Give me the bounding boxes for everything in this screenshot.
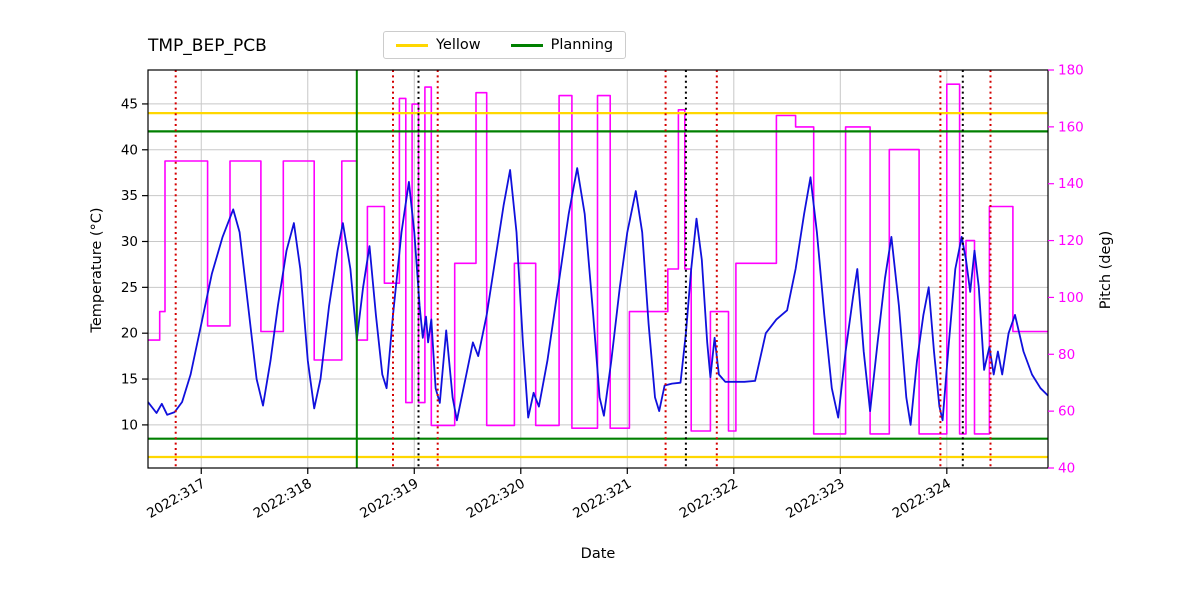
- y-tick-label-right: 60: [1058, 404, 1075, 420]
- legend: Yellow Planning: [383, 31, 627, 59]
- y-tick-label-right: 120: [1058, 233, 1084, 249]
- y-tick-label-right: 80: [1058, 347, 1075, 363]
- y-tick-label-left: 10: [121, 417, 138, 433]
- y-tick-label-right: 160: [1058, 119, 1084, 135]
- planning-line-swatch: [510, 43, 543, 47]
- plot-border: [147, 69, 1049, 469]
- x-tick-label: 2022:320: [464, 476, 528, 522]
- chart-title: TMP_BEP_PCB: [148, 36, 267, 56]
- x-tick-label: 2022:323: [783, 476, 847, 522]
- y-tick-label-right: 40: [1058, 461, 1075, 477]
- y-axis-label-left: Temperature (°C): [89, 207, 105, 333]
- x-tick-label: 2022:319: [357, 476, 421, 522]
- x-tick-label: 2022:321: [570, 476, 634, 522]
- legend-label: Planning: [550, 37, 614, 53]
- threshold-hlines: [148, 111, 1048, 459]
- x-tick-label: 2022:322: [677, 476, 741, 522]
- y-axis-left-ticks: 10 15 20 25 30 35 40 45: [121, 96, 148, 433]
- x-axis-ticks: 2022:317 2022:318 2022:319 2022:320 2022:321…: [144, 468, 954, 522]
- pitch-series: [148, 83, 1048, 435]
- y-tick-label-right: 100: [1058, 290, 1084, 306]
- x-tick-label: 2022:324: [890, 476, 954, 522]
- yellow-line-swatch: [396, 43, 428, 47]
- y-tick-label-left: 35: [121, 188, 138, 204]
- x-tick-label: 2022:318: [251, 476, 315, 522]
- legend-item-yellow: Yellow: [396, 37, 481, 53]
- y-tick-label-right: 180: [1058, 63, 1084, 79]
- y-axis-right-ticks: 40 60 80 100 120 140 160 180: [1048, 63, 1084, 477]
- y-tick-label-left: 25: [121, 280, 138, 296]
- x-tick-label: 2022:317: [144, 476, 208, 522]
- y-tick-label-left: 40: [121, 142, 138, 158]
- y-tick-label-right: 140: [1058, 176, 1084, 192]
- event-vlines: [174, 70, 992, 468]
- y-tick-label-left: 45: [121, 96, 138, 112]
- legend-label: Yellow: [436, 37, 481, 53]
- y-tick-label-left: 15: [121, 372, 138, 388]
- x-axis-label: Date: [580, 546, 616, 562]
- y-tick-label-left: 30: [121, 234, 138, 250]
- temperature-series: [148, 167, 1048, 426]
- y-tick-label-left: 20: [121, 326, 138, 342]
- legend-item-planning: Planning: [510, 37, 614, 53]
- y-axis-label-right: Pitch (deg): [1098, 230, 1114, 310]
